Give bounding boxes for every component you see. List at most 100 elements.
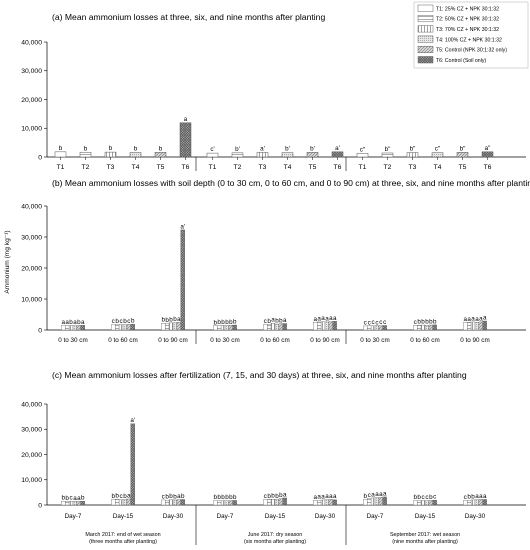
bar — [367, 498, 372, 506]
bar — [118, 324, 124, 331]
bar — [382, 496, 387, 506]
bar — [217, 325, 222, 331]
panel-a: (a) Mean ammonium losses at three, six, … — [21, 12, 526, 171]
x-tick-label: 0 to 30 cm — [210, 337, 239, 344]
bar-letter: b — [233, 494, 237, 501]
bar-letter: a — [321, 493, 325, 500]
bar-letter: c — [368, 319, 371, 326]
bar-letter: a — [325, 315, 329, 322]
season-label: March 2017: end of wet season (three mont… — [85, 532, 160, 545]
bar-letter: b — [225, 319, 229, 326]
bar-letter: a — [317, 494, 321, 501]
bar — [161, 499, 166, 506]
x-tick-label: Day-7 — [65, 513, 82, 520]
bar-letter: c" — [360, 146, 365, 153]
bar — [481, 151, 494, 158]
x-tick-label: T4 — [284, 164, 292, 171]
bar-letter: a' — [130, 417, 135, 424]
bar — [320, 321, 326, 331]
bar-letter: a — [479, 493, 483, 500]
bar — [482, 320, 487, 331]
y-tick-label: 40,000 — [21, 39, 42, 46]
bar-letter: c — [425, 494, 428, 501]
bar — [282, 497, 287, 506]
bar-letter: b — [275, 493, 279, 500]
bar — [367, 325, 372, 331]
bar-letter: b — [115, 318, 119, 325]
bar-letter: c — [379, 319, 382, 326]
bar-letter: b — [159, 145, 163, 152]
x-tick-label: T1 — [209, 164, 217, 171]
bar — [213, 325, 218, 331]
bar-letter: b — [279, 492, 283, 499]
bar — [282, 323, 287, 331]
bar — [324, 321, 330, 331]
bar-letter: b — [271, 493, 275, 500]
bar-letter: b — [229, 494, 233, 501]
y-tick-label: 40,000 — [21, 401, 42, 408]
bar — [463, 500, 468, 506]
bar — [478, 321, 483, 331]
bar-letter: b — [221, 319, 225, 326]
bar — [420, 324, 426, 331]
bar-letter: b — [61, 495, 65, 502]
bar — [115, 324, 120, 331]
bar — [381, 152, 394, 158]
bar — [274, 499, 280, 506]
panel-title: (b) Mean ammonium losses with soil depth… — [52, 178, 530, 188]
bar-letter: a — [177, 493, 181, 500]
y-tick-label: 10,000 — [21, 126, 42, 133]
bar-letter: b — [213, 494, 217, 501]
bar-letter: a — [383, 490, 387, 497]
bar — [224, 500, 230, 506]
bar — [432, 500, 437, 506]
bar — [228, 500, 233, 506]
x-tick-label: T3 — [409, 164, 417, 171]
bar-letter: a — [283, 491, 287, 498]
panel-title: (c) Mean ammonium losses after fertiliza… — [52, 370, 467, 380]
bar — [217, 500, 222, 506]
bar-letter: b — [429, 494, 433, 501]
bar-letter: b — [267, 493, 271, 500]
legend-swatch — [417, 15, 434, 23]
y-tick-label: 0 — [38, 327, 42, 334]
x-tick-label: Day-30 — [465, 513, 486, 520]
bar-letter: b — [467, 494, 471, 501]
bar-letter: a — [379, 491, 383, 498]
bar-letter: b — [115, 493, 119, 500]
bar — [104, 151, 117, 158]
bar — [382, 325, 387, 331]
y-tick-label: 30,000 — [21, 68, 42, 75]
bar — [417, 500, 422, 506]
x-tick-label: 0 to 60 cm — [108, 337, 137, 344]
bar-letter: c — [364, 319, 367, 326]
bar — [313, 322, 318, 331]
bar-letter: c — [433, 494, 436, 501]
bar — [154, 152, 167, 158]
bar-letter: b — [417, 319, 421, 326]
x-tick-label: Day-7 — [217, 513, 234, 520]
bar-letter: a — [475, 493, 479, 500]
y-tick-label: 20,000 — [21, 97, 42, 104]
bar-letter: c — [69, 495, 72, 502]
x-tick-label: Day-30 — [315, 513, 336, 520]
bar-letter: b — [165, 494, 169, 501]
bar — [172, 499, 178, 506]
bar — [467, 500, 472, 506]
bar-letter: b — [173, 316, 177, 323]
bar-letter: b" — [410, 146, 416, 153]
bar — [467, 322, 472, 331]
bar — [161, 323, 166, 331]
bar-letter: b" — [460, 145, 466, 152]
bar-letter: a — [333, 315, 337, 322]
x-tick-label: T6 — [484, 164, 492, 171]
bar — [228, 325, 233, 331]
bar — [328, 499, 333, 506]
bar — [428, 324, 433, 331]
y-tick-label: 30,000 — [21, 234, 42, 241]
y-tick-label: 10,000 — [21, 296, 42, 303]
legend-entry: T2: 50% CZ + NPK 30:1:32 — [436, 17, 499, 23]
y-tick-label: 40,000 — [21, 203, 42, 210]
legend-swatch — [417, 4, 434, 12]
x-tick-label: 0 to 60 cm — [260, 337, 289, 344]
